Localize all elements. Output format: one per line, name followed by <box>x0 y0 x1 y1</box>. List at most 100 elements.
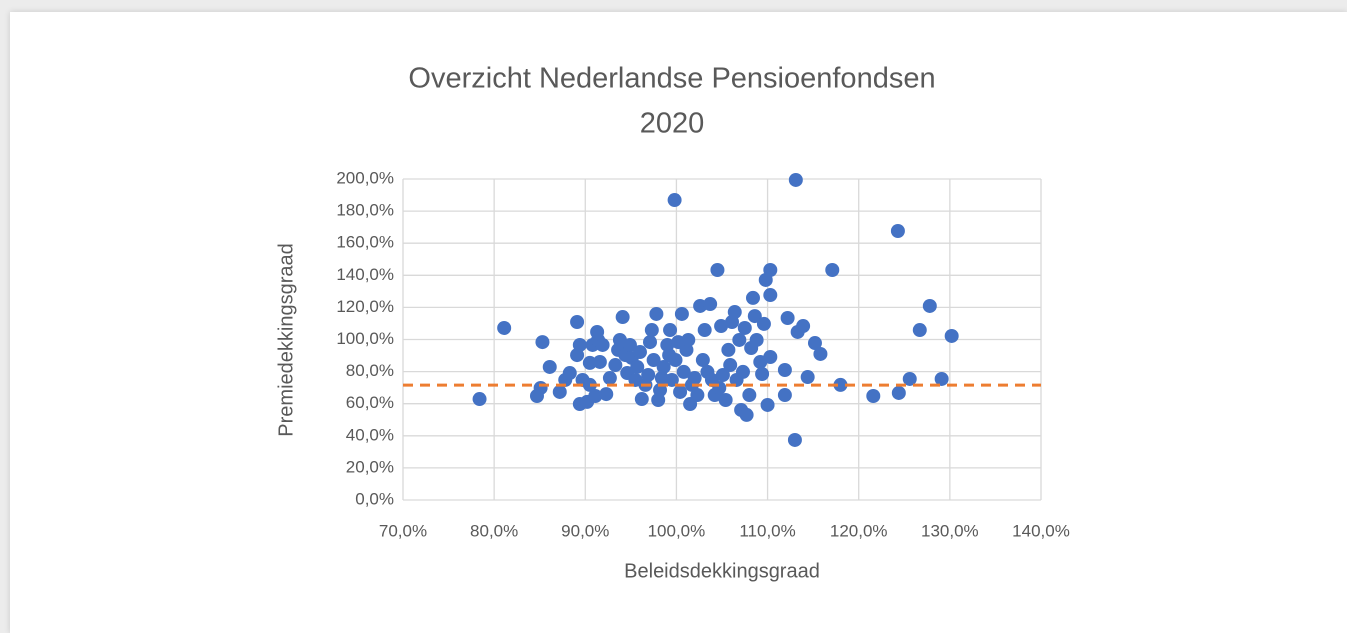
data-point <box>777 388 792 403</box>
data-point <box>588 388 603 403</box>
data-point <box>676 364 691 379</box>
data-point <box>787 432 802 447</box>
data-point <box>687 371 702 386</box>
data-point <box>632 345 647 360</box>
data-point <box>697 323 712 338</box>
data-point <box>602 371 617 386</box>
x-tick-label: 100,0% <box>648 521 706 540</box>
data-point <box>749 332 764 347</box>
data-point <box>760 397 775 412</box>
data-point <box>570 315 585 330</box>
data-point <box>833 377 848 392</box>
data-point <box>912 323 927 338</box>
x-tick-label: 130,0% <box>921 521 979 540</box>
data-point <box>641 367 656 382</box>
chart-title: 2020 <box>640 108 705 140</box>
data-point <box>595 337 610 352</box>
data-point <box>813 346 828 361</box>
data-point <box>902 371 917 386</box>
data-point <box>695 353 710 368</box>
data-point <box>663 323 678 338</box>
x-tick-label: 80,0% <box>470 521 518 540</box>
data-point <box>644 323 659 338</box>
y-axis-title: Premiedekkingsgraad <box>275 243 297 436</box>
data-point <box>582 377 597 392</box>
data-point <box>944 328 959 343</box>
data-point <box>668 353 683 368</box>
data-point <box>934 371 949 386</box>
data-point <box>642 335 657 350</box>
data-point <box>674 306 689 321</box>
data-point <box>788 172 803 187</box>
data-point <box>703 297 718 312</box>
data-point <box>807 336 822 351</box>
data-point <box>721 342 736 357</box>
data-point <box>715 367 730 382</box>
data-point <box>673 384 688 399</box>
data-point <box>742 388 757 403</box>
data-point <box>681 332 696 347</box>
data-point <box>735 364 750 379</box>
data-point <box>712 380 727 395</box>
y-tick-label: 180,0% <box>336 201 394 220</box>
data-point <box>866 388 881 403</box>
data-point <box>599 387 614 402</box>
data-point <box>649 306 664 321</box>
data-point <box>755 367 770 382</box>
data-point <box>615 310 630 325</box>
data-point <box>756 316 771 331</box>
data-point <box>727 305 742 320</box>
data-point <box>630 359 645 374</box>
data-point <box>664 372 679 387</box>
data-point <box>535 335 550 350</box>
data-point <box>582 355 597 370</box>
data-point <box>763 349 778 364</box>
data-point <box>763 288 778 303</box>
x-tick-label: 70,0% <box>379 521 427 540</box>
x-tick-label: 90,0% <box>561 521 609 540</box>
chart-card <box>10 12 1347 633</box>
data-point <box>723 358 738 373</box>
data-point <box>622 337 637 352</box>
data-point <box>800 370 815 385</box>
y-tick-label: 120,0% <box>336 297 394 316</box>
y-tick-label: 140,0% <box>336 265 394 284</box>
data-point <box>714 319 729 334</box>
data-point <box>542 359 557 374</box>
x-tick-label: 120,0% <box>830 521 888 540</box>
data-point <box>533 380 548 395</box>
data-point <box>747 309 762 324</box>
chart-title: Overzicht Nederlandse Pensioenfondsen <box>408 63 935 95</box>
y-tick-label: 160,0% <box>336 233 394 252</box>
x-axis-title: Beleidsdekkingsgraad <box>624 560 820 582</box>
data-point <box>739 407 754 422</box>
x-tick-label: 140,0% <box>1012 521 1070 540</box>
data-point <box>922 298 937 313</box>
data-point <box>592 354 607 369</box>
data-point <box>777 362 792 377</box>
data-point <box>656 359 671 374</box>
data-point <box>608 358 623 373</box>
y-tick-label: 20,0% <box>346 457 394 476</box>
data-point <box>745 290 760 305</box>
y-tick-label: 80,0% <box>346 361 394 380</box>
data-point <box>732 332 747 347</box>
data-point <box>780 310 795 325</box>
data-point <box>891 385 906 400</box>
data-point <box>646 353 661 368</box>
data-point <box>796 319 811 334</box>
data-point <box>890 224 905 239</box>
data-point <box>634 392 649 407</box>
data-point <box>572 337 587 352</box>
y-tick-label: 200,0% <box>336 168 394 187</box>
data-point <box>472 392 487 407</box>
data-point <box>737 320 752 335</box>
data-point <box>825 263 840 278</box>
data-point <box>552 384 567 399</box>
data-point <box>690 388 705 403</box>
data-point <box>718 393 733 408</box>
y-tick-label: 100,0% <box>336 329 394 348</box>
y-tick-label: 40,0% <box>346 425 394 444</box>
